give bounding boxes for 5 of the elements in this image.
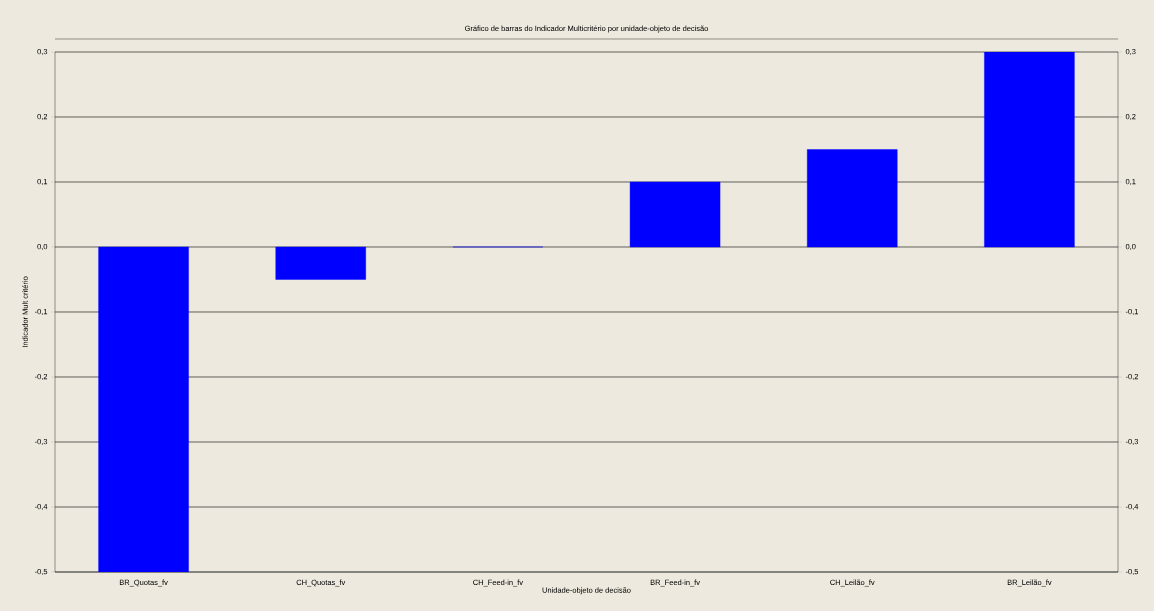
bar xyxy=(275,246,366,280)
bar xyxy=(629,181,721,248)
bar xyxy=(98,246,189,572)
bar xyxy=(807,149,898,248)
bar xyxy=(984,51,1075,248)
